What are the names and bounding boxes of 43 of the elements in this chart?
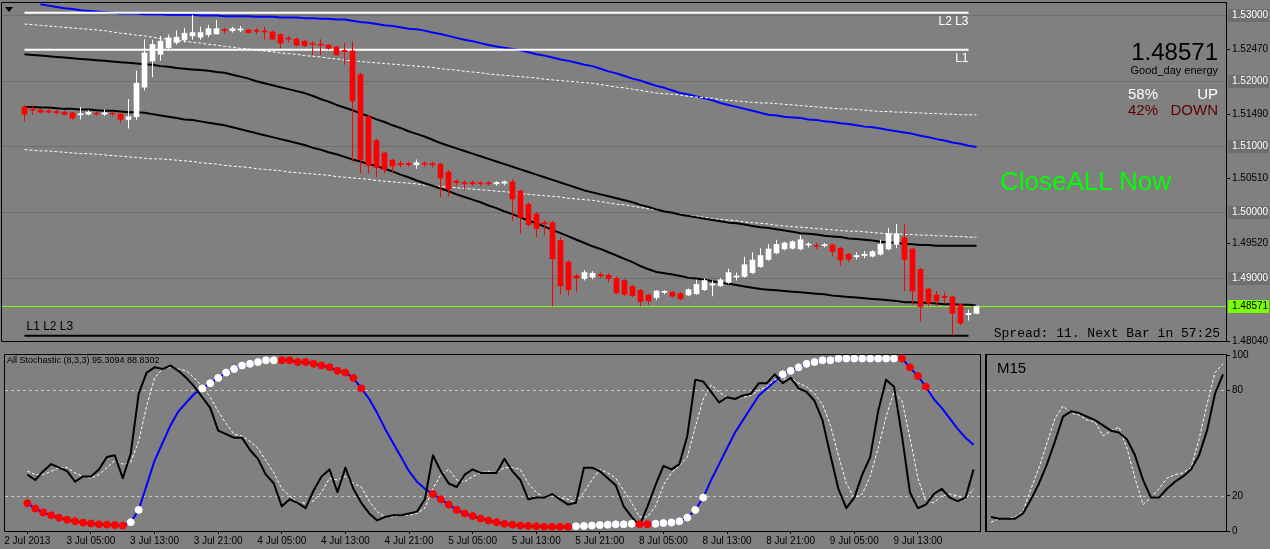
text: UP (1197, 85, 1218, 102)
ref-line-label: 1.53000 (1232, 9, 1269, 21)
x-tick-label: 4 Jul 21:00 (384, 534, 434, 546)
x-tick-label: 9 Jul 05:00 (829, 534, 880, 546)
ref-line-label: 1.52000 (1232, 75, 1269, 87)
text: 58% (1128, 85, 1159, 102)
text: Good_day energy (1130, 64, 1219, 76)
y-tick-label: 1.52470 (1232, 43, 1269, 55)
text: CloseALL Now (1000, 166, 1172, 196)
ref-line-label: 1.51000 (1232, 140, 1269, 152)
x-tick-label: 8 Jul 21:00 (766, 534, 816, 546)
x-tick-label: 4 Jul 05:00 (257, 534, 307, 546)
x-tick-label: 3 Jul 21:00 (193, 534, 244, 546)
text: 42% (1128, 101, 1159, 118)
text: 1.48571 (1131, 38, 1218, 65)
ref-line-label: 1.49000 (1232, 272, 1269, 284)
y-tick-label: 20 (1232, 489, 1244, 501)
series-label: L1 (955, 51, 969, 65)
x-tick-label: 5 Jul 21:00 (575, 534, 625, 546)
y-tick-label: 80 (1232, 383, 1244, 395)
text: Spread: 11. Next Bar in 57:25 (993, 326, 1220, 341)
x-tick-label: 4 Jul 13:00 (320, 534, 371, 546)
chart-title: All Stochastic (8,3,3) 95.3094 88.8302 (7, 355, 160, 365)
text: DOWN (1170, 101, 1218, 118)
series-label: L2 L3 (938, 14, 969, 29)
x-tick-label: 5 Jul 05:00 (448, 534, 498, 546)
ref-line-label: 1.48571 (1232, 300, 1269, 312)
x-tick-label: 9 Jul 13:00 (893, 534, 943, 546)
ref-line-label: 1.50000 (1232, 206, 1269, 218)
x-tick-label: 8 Jul 13:00 (702, 534, 752, 546)
x-tick-label: 5 Jul 13:00 (511, 534, 562, 546)
x-tick-label: 8 Jul 05:00 (638, 534, 689, 546)
y-tick-label: 1.51490 (1232, 107, 1269, 119)
series-label: L1 L2 L3 (26, 319, 74, 334)
chart-title: M15 (997, 359, 1027, 376)
y-tick-label: 100 (1232, 348, 1250, 360)
x-tick-label: 3 Jul 13:00 (130, 534, 180, 546)
y-tick-label: 1.49520 (1232, 237, 1269, 249)
x-tick-label: 2 Jul 2013 (4, 534, 51, 546)
y-tick-label: 1.50510 (1232, 172, 1269, 184)
x-tick-label: 3 Jul 05:00 (66, 534, 116, 546)
y-tick-label: 0 (1232, 524, 1238, 536)
y-tick-label: 1.48040 (1232, 334, 1269, 346)
